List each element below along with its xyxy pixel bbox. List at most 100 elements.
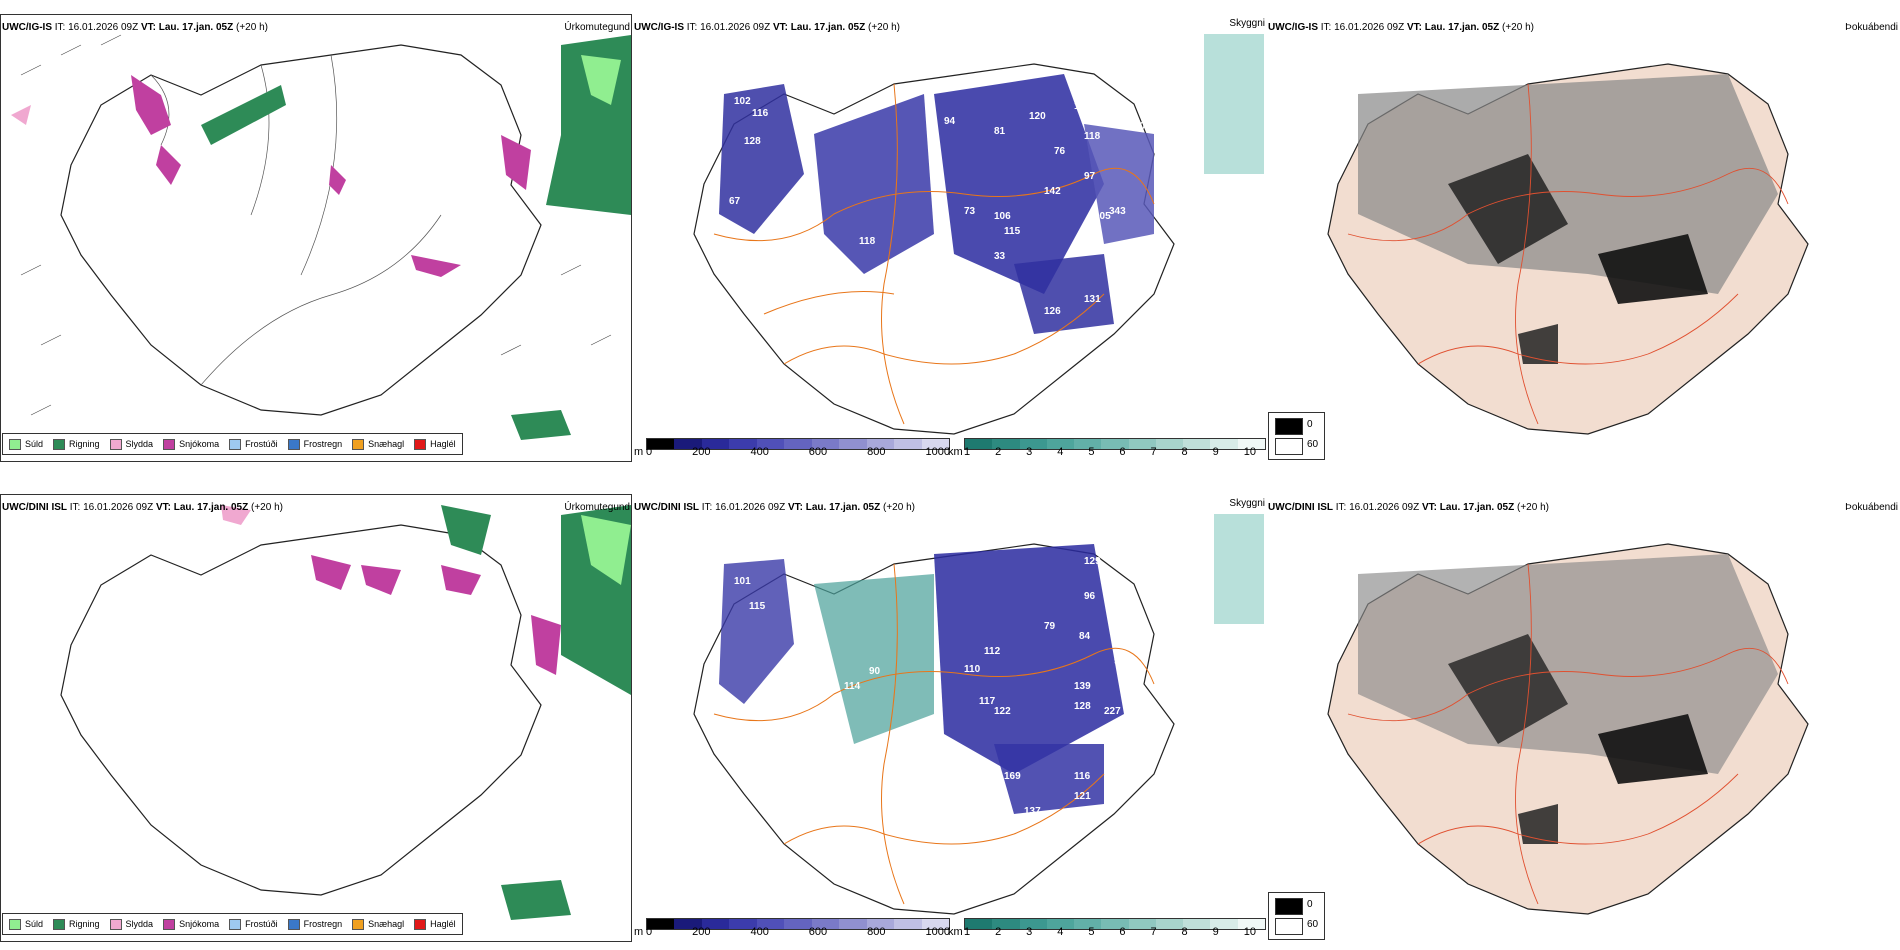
svg-text:343: 343 <box>1109 206 1126 217</box>
colorbar-segment <box>756 439 785 449</box>
colorbar-tick: 0 <box>646 446 653 458</box>
colorbar-tick: 5 <box>1088 926 1095 938</box>
colorbar-tick: 6 <box>1119 446 1126 458</box>
colorbar-segment <box>647 439 675 449</box>
vis-colorbar <box>964 918 1266 930</box>
colorbar-segment <box>921 439 949 449</box>
colorbar-segment <box>1074 919 1102 929</box>
colorbar-segment <box>894 919 922 929</box>
header-bottom-1: UWC/DINI ISL IT: 16.01.2026 09Z VT: Lau.… <box>2 502 283 513</box>
snow-area <box>131 75 171 135</box>
snow-area <box>501 135 531 190</box>
header-top-1: UWC/IG-IS IT: 16.01.2026 09Z VT: Lau. 17… <box>2 22 268 33</box>
precip-legend-item: Slydda <box>109 438 153 450</box>
colorbar-segment <box>1074 439 1102 449</box>
legend-label: Slydda <box>125 919 154 929</box>
precip-map-canvas <box>11 34 631 440</box>
colorbar-segment <box>839 919 867 929</box>
colorbar-tick: 200 <box>692 926 711 938</box>
legend-swatch <box>109 438 122 450</box>
height-colorbar-labels: 0 200 400 600 800 1000 <box>646 446 950 458</box>
colorbar-segment <box>866 439 895 449</box>
legend-label: Frostregn <box>303 439 343 449</box>
legend-label: Haglél <box>430 439 456 449</box>
snow-area <box>361 565 401 595</box>
precip-legend-item: Rigning <box>53 438 100 450</box>
svg-text:84: 84 <box>1079 631 1091 642</box>
svg-text:121: 121 <box>1074 791 1091 802</box>
precip-legend-item: Slydda <box>109 918 154 930</box>
low-vis-area <box>814 94 934 274</box>
precip-map-bottom[interactable] <box>0 494 632 942</box>
svg-text:154: 154 <box>1074 101 1091 112</box>
colorbar-tick: 5 <box>1088 446 1095 458</box>
legend-label: Frostregn <box>303 919 343 929</box>
colorbar-tick: 400 <box>750 446 769 458</box>
legend-label: Frostúði <box>245 439 278 449</box>
fog-panel-bottom: UWC/DINI ISL IT: 16.01.2026 09Z VT: Lau.… <box>1268 494 1900 942</box>
precip-map-top[interactable] <box>0 14 632 462</box>
colorbar-segment <box>674 919 702 929</box>
colorbar-tick: 1000 <box>925 446 950 458</box>
colorbar-segment <box>839 439 867 449</box>
colorbar-tick: 200 <box>692 446 711 458</box>
colorbar-tick: 8 <box>1181 446 1188 458</box>
colorbar-segment <box>784 919 812 929</box>
legend-swatch <box>287 438 300 450</box>
legend-swatch <box>109 918 122 930</box>
colorbar-segment <box>1210 439 1238 449</box>
height-colorbar-labels: 0 200 400 600 800 1000 <box>646 926 950 938</box>
svg-text:227: 227 <box>1104 706 1121 717</box>
svg-text:169: 169 <box>1004 771 1021 782</box>
colorbar-tick: 10 <box>1243 446 1256 458</box>
precip-legend-item: Rigning <box>53 918 100 930</box>
colorbar-segment <box>992 439 1020 449</box>
svg-text:114: 114 <box>844 681 861 692</box>
colorbar-tick: 4 <box>1057 446 1064 458</box>
svg-text:137: 137 <box>1024 806 1041 817</box>
vis-colorbar <box>964 438 1266 450</box>
legend-swatch <box>229 438 242 450</box>
fog-map-bottom[interactable] <box>1268 514 1898 919</box>
svg-text:102: 102 <box>734 96 751 107</box>
colorbar-tick: 9 <box>1212 446 1219 458</box>
svg-text:82: 82 <box>1114 586 1126 597</box>
snow-area <box>441 565 481 595</box>
colorbar-segment <box>784 439 812 449</box>
svg-text:79: 79 <box>1044 621 1056 632</box>
colorbar-segment <box>1128 439 1156 449</box>
low-vis-area <box>1084 124 1154 244</box>
colorbar-tick: 600 <box>808 926 828 938</box>
precip-panel-bottom: Súld Rigning Slydda Snjókoma Frostúði Frostre… <box>0 494 632 942</box>
vis-map-bottom[interactable]: 101 115 90 114 112 110 117 122 79 96 84 139 128 2… <box>634 514 1264 919</box>
header-top-2: UWC/IG-IS IT: 16.01.2026 09Z VT: Lau. 17… <box>634 22 900 33</box>
rain-area <box>511 410 571 440</box>
height-colorbar <box>646 918 950 930</box>
legend-label: Rigning <box>69 439 100 449</box>
colorbar-tick: 800 <box>867 926 886 938</box>
colorbar-tick: 6 <box>1119 926 1126 938</box>
vis-map-top[interactable]: 102 116 128 67 63 118 94 81 120 154 118 90 76 97 1… <box>634 34 1264 439</box>
legend-label: Snjókoma <box>179 919 220 929</box>
drizzle-area <box>581 515 631 585</box>
height-colorbar <box>646 438 950 450</box>
colorbar-tick: 1000 <box>925 926 950 938</box>
low-vis-area <box>934 74 1104 294</box>
colorbar-segment <box>1019 439 1047 449</box>
drizzle-area <box>11 105 31 125</box>
fog-panel-top: UWC/IG-IS IT: 16.01.2026 09Z VT: Lau. 17… <box>1268 14 1900 462</box>
snow-area <box>329 165 346 195</box>
fog-map-top[interactable] <box>1268 34 1898 439</box>
colorbar-tick: 10 <box>1243 926 1256 938</box>
colorbar-tick: 7 <box>1150 446 1157 458</box>
colorbar-tick: 7 <box>1150 926 1157 938</box>
legend-swatch <box>163 438 176 450</box>
svg-text:122: 122 <box>994 706 1011 717</box>
colorbar-tick: 2 <box>995 926 1002 938</box>
colorbar-segment <box>1046 439 1075 449</box>
header-bottom-2: UWC/DINI ISL IT: 16.01.2026 09Z VT: Lau.… <box>634 502 915 513</box>
svg-text:128: 128 <box>1074 701 1091 712</box>
svg-text:90: 90 <box>869 666 881 677</box>
